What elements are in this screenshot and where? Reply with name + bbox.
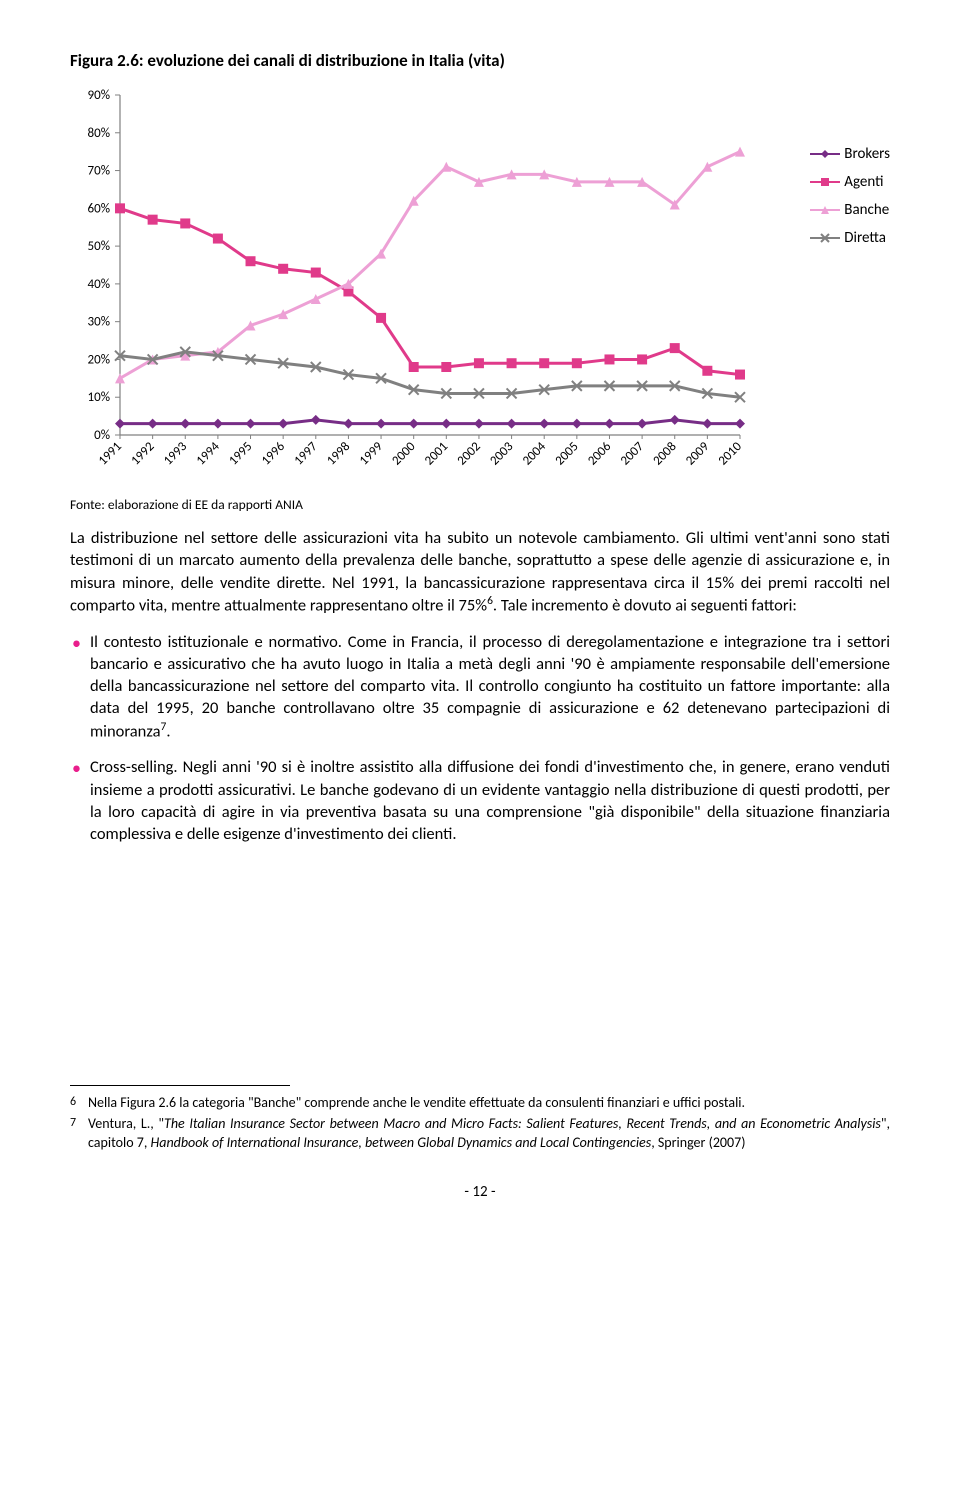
svg-text:2002: 2002: [455, 439, 485, 469]
svg-text:80%: 80%: [88, 126, 110, 141]
svg-text:2000: 2000: [389, 439, 419, 469]
svg-text:0%: 0%: [94, 428, 110, 443]
svg-text:2007: 2007: [618, 439, 648, 469]
svg-text:90%: 90%: [88, 88, 110, 103]
svg-text:2005: 2005: [552, 439, 581, 468]
footnote-7-num: 7: [70, 1115, 88, 1153]
svg-text:2001: 2001: [422, 439, 451, 468]
bullet-1: Il contesto istituzionale e normativo. C…: [70, 631, 890, 743]
footnote-7: 7 Ventura, L., "The Italian Insurance Se…: [70, 1115, 890, 1153]
legend-label-brokers: Brokers: [844, 145, 890, 163]
bullet-1-text: Il contesto istituzionale e normativo. C…: [90, 632, 890, 742]
svg-text:1996: 1996: [259, 439, 289, 469]
svg-text:2008: 2008: [650, 439, 680, 469]
svg-text:1993: 1993: [161, 439, 191, 469]
svg-text:2010: 2010: [716, 439, 746, 469]
footnote-6-num: 6: [70, 1094, 88, 1113]
fn7-book: Handbook of International Insurance, bet…: [151, 1134, 652, 1151]
line-chart: 0%10%20%30%40%50%60%70%80%90%19911992199…: [70, 85, 750, 485]
fn7-title: The Italian Insurance Sector between Mac…: [164, 1115, 881, 1132]
bullet-2: Cross-selling. Negli anni '90 si è inolt…: [70, 756, 890, 845]
svg-text:40%: 40%: [88, 277, 110, 292]
svg-text:20%: 20%: [88, 352, 110, 367]
bullet-list: Il contesto istituzionale e normativo. C…: [70, 631, 890, 846]
chart-legend: Brokers Agenti Banche Diretta: [810, 145, 890, 257]
page-number: - 12 -: [70, 1183, 890, 1201]
svg-text:1992: 1992: [128, 439, 158, 469]
bullet-2-text: Cross-selling. Negli anni '90 si è inolt…: [90, 757, 890, 844]
legend-swatch-brokers: [810, 146, 840, 162]
figure-title: Figura 2.6: evoluzione dei canali di dis…: [70, 50, 890, 71]
legend-label-diretta: Diretta: [844, 229, 886, 247]
svg-text:2006: 2006: [585, 439, 615, 469]
footnote-6-text: Nella Figura 2.6 la categoria "Banche" c…: [88, 1094, 890, 1113]
legend-item-banche: Banche: [810, 201, 890, 219]
svg-text:1998: 1998: [324, 439, 354, 469]
svg-text:60%: 60%: [88, 201, 110, 216]
svg-text:1997: 1997: [291, 439, 321, 469]
bullet-1-tail: .: [166, 721, 170, 741]
paragraph-1: La distribuzione nel settore delle assic…: [70, 527, 890, 617]
legend-label-agenti: Agenti: [844, 173, 883, 191]
chart-row: 0%10%20%30%40%50%60%70%80%90%19911992199…: [70, 85, 890, 490]
svg-text:1995: 1995: [226, 439, 255, 468]
svg-text:10%: 10%: [88, 390, 110, 405]
chart-source: Fonte: elaborazione di EE da rapporti AN…: [70, 496, 890, 513]
svg-text:2003: 2003: [487, 439, 517, 469]
footnotes: 6 Nella Figura 2.6 la categoria "Banche"…: [70, 1094, 890, 1153]
fn7-suffix: , Springer (2007): [651, 1134, 745, 1151]
legend-swatch-diretta: [810, 230, 840, 246]
paragraph-1-tail: . Tale incremento è dovuto ai seguenti f…: [493, 595, 797, 615]
chart-container: 0%10%20%30%40%50%60%70%80%90%19911992199…: [70, 85, 808, 490]
legend-swatch-banche: [810, 202, 840, 218]
legend-swatch-agenti: [810, 174, 840, 190]
svg-text:1999: 1999: [357, 439, 387, 469]
svg-text:1991: 1991: [96, 439, 125, 468]
svg-text:2009: 2009: [683, 439, 713, 469]
svg-text:1994: 1994: [193, 439, 223, 469]
footnote-7-text: Ventura, L., "The Italian Insurance Sect…: [88, 1115, 890, 1153]
svg-text:50%: 50%: [88, 239, 110, 254]
svg-text:30%: 30%: [88, 315, 110, 330]
legend-item-diretta: Diretta: [810, 229, 890, 247]
legend-item-agenti: Agenti: [810, 173, 890, 191]
footnote-6: 6 Nella Figura 2.6 la categoria "Banche"…: [70, 1094, 890, 1113]
svg-text:70%: 70%: [88, 164, 110, 179]
legend-item-brokers: Brokers: [810, 145, 890, 163]
fn7-prefix: Ventura, L., ": [88, 1115, 164, 1132]
svg-text:2004: 2004: [520, 439, 550, 469]
footnotes-divider: [70, 1085, 290, 1086]
legend-label-banche: Banche: [844, 201, 889, 219]
